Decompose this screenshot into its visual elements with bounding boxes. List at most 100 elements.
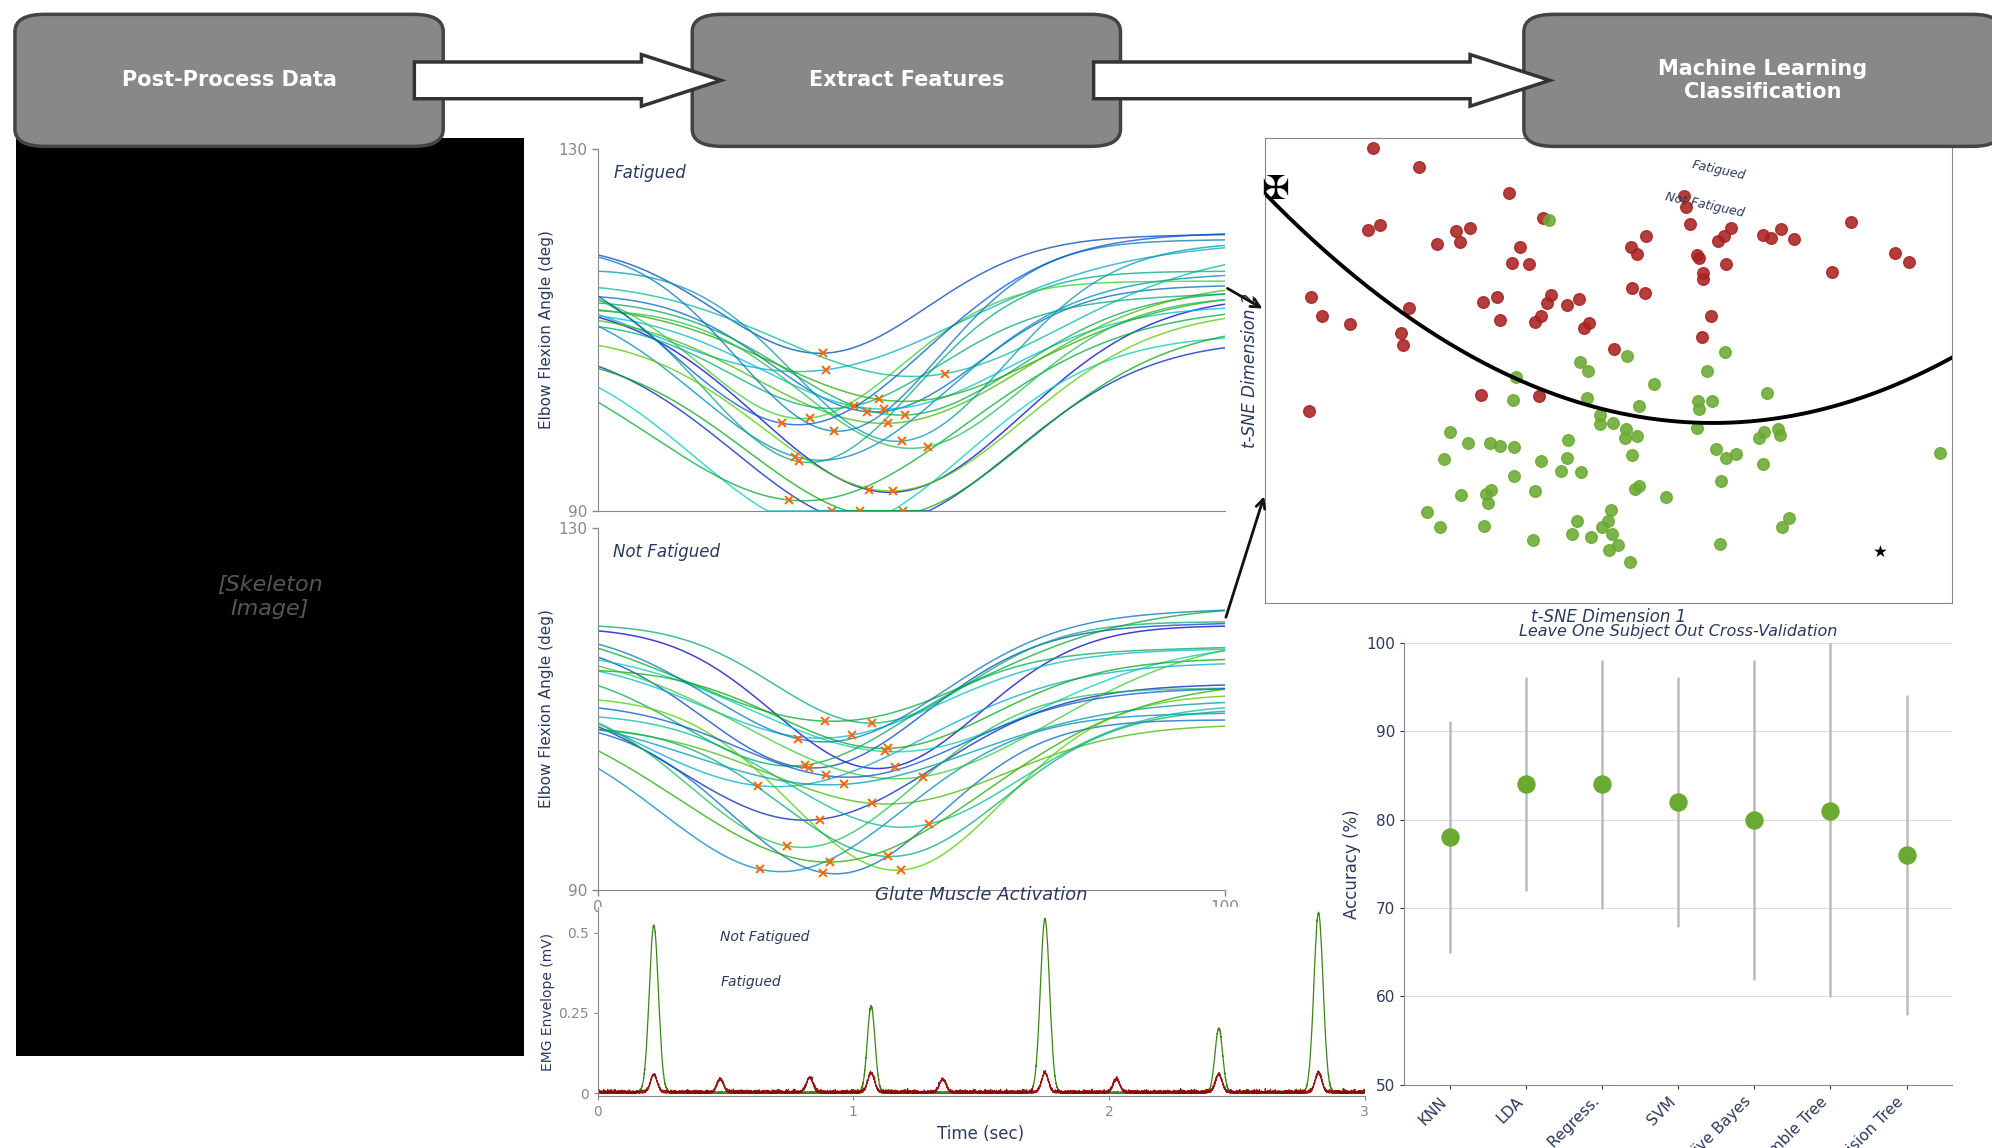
Point xyxy=(1699,440,1731,458)
Point xyxy=(1500,367,1532,386)
Point xyxy=(1560,512,1592,530)
Point xyxy=(1669,187,1701,205)
Point xyxy=(1705,472,1737,490)
Point xyxy=(1681,419,1713,437)
Point xyxy=(1464,386,1496,404)
Point xyxy=(1755,228,1787,247)
Point xyxy=(1472,494,1504,512)
Point xyxy=(1661,793,1693,812)
Point xyxy=(1765,426,1797,444)
Point xyxy=(1610,420,1641,439)
Text: Fatigued: Fatigued xyxy=(721,976,781,990)
Point xyxy=(1691,362,1723,380)
Point xyxy=(1815,801,1847,820)
Point xyxy=(1878,245,1910,263)
Point xyxy=(1402,158,1434,177)
Point xyxy=(1392,298,1424,317)
Point xyxy=(1386,336,1418,355)
Point xyxy=(1743,428,1775,447)
Point xyxy=(1424,518,1456,536)
Point xyxy=(1526,452,1558,471)
Point xyxy=(1779,230,1811,248)
Point xyxy=(1468,517,1500,535)
Point xyxy=(1685,328,1717,347)
Point xyxy=(1333,315,1365,333)
Point xyxy=(1568,319,1600,338)
Point xyxy=(1516,532,1548,550)
Text: [Skeleton
Image]: [Skeleton Image] xyxy=(217,575,323,619)
Point xyxy=(1890,846,1922,864)
Point xyxy=(1747,455,1779,473)
X-axis label: t-SNE Dimension 1: t-SNE Dimension 1 xyxy=(1532,608,1685,627)
Point xyxy=(1721,445,1753,464)
Point xyxy=(1612,347,1643,365)
Text: Fatigued: Fatigued xyxy=(1691,158,1747,183)
Point xyxy=(1602,536,1633,554)
Point xyxy=(1709,342,1741,360)
Point xyxy=(1512,255,1544,273)
Point xyxy=(1705,535,1737,553)
Point xyxy=(1566,463,1598,481)
Point xyxy=(1711,255,1743,273)
Polygon shape xyxy=(1094,54,1550,106)
Point xyxy=(1496,254,1528,272)
Point xyxy=(1817,263,1849,281)
Point xyxy=(1556,525,1588,543)
Point xyxy=(1687,264,1719,282)
Text: Not Fatigued: Not Fatigued xyxy=(721,930,809,944)
Point xyxy=(1616,445,1647,464)
Point xyxy=(1452,434,1484,452)
Point xyxy=(1695,307,1727,325)
Point xyxy=(1701,232,1733,250)
X-axis label: Gait Cycle (%): Gait Cycle (%) xyxy=(853,920,970,937)
Point xyxy=(1295,287,1327,305)
Point xyxy=(1687,270,1719,288)
Point xyxy=(1616,239,1647,257)
Point xyxy=(1629,226,1661,245)
Point xyxy=(1586,518,1618,536)
Point xyxy=(1480,288,1512,307)
FancyBboxPatch shape xyxy=(1524,14,1992,146)
Point xyxy=(1474,480,1506,498)
Y-axis label: Elbow Flexion Angle (deg): Elbow Flexion Angle (deg) xyxy=(540,231,554,429)
Point xyxy=(1739,810,1771,829)
Point xyxy=(1669,199,1701,217)
Point xyxy=(1444,486,1476,504)
Point xyxy=(1763,420,1795,439)
Point xyxy=(1623,396,1655,414)
Point xyxy=(1420,235,1452,254)
Point xyxy=(1697,391,1729,410)
Point xyxy=(1454,219,1486,238)
Point xyxy=(1510,775,1542,793)
Point xyxy=(1384,324,1416,342)
Point xyxy=(1494,184,1526,202)
Point xyxy=(1637,375,1669,394)
Point xyxy=(1564,354,1596,372)
Point xyxy=(1619,480,1651,498)
Point xyxy=(1623,478,1655,496)
FancyBboxPatch shape xyxy=(16,14,444,146)
Text: Fatigued: Fatigued xyxy=(614,164,685,181)
Point xyxy=(1474,434,1506,452)
Polygon shape xyxy=(414,54,721,106)
Point xyxy=(1498,467,1530,486)
Point xyxy=(1470,484,1502,503)
FancyBboxPatch shape xyxy=(693,14,1121,146)
Point xyxy=(1621,427,1653,445)
Point xyxy=(1614,553,1645,572)
Point xyxy=(1629,284,1661,302)
Point xyxy=(1434,424,1466,442)
Point xyxy=(1410,503,1442,521)
Point xyxy=(1428,450,1460,468)
Point xyxy=(1924,444,1956,463)
Point xyxy=(1484,311,1516,329)
Point xyxy=(1536,286,1568,304)
Text: $\star$: $\star$ xyxy=(1868,535,1888,567)
Point xyxy=(1498,439,1530,457)
Point xyxy=(1773,509,1805,527)
Point xyxy=(1616,279,1647,297)
Point xyxy=(1576,528,1608,546)
Point xyxy=(1552,296,1584,315)
Point xyxy=(1765,219,1797,238)
Point xyxy=(1751,383,1783,402)
